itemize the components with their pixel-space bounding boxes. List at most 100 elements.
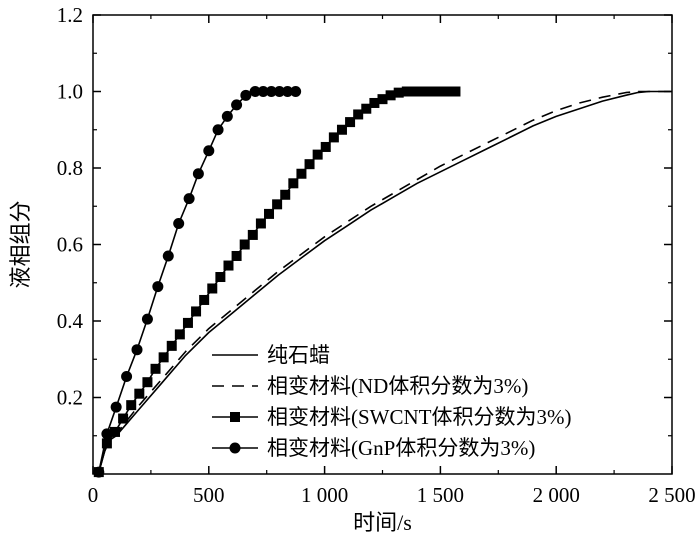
square-marker bbox=[158, 352, 169, 363]
square-marker bbox=[223, 260, 234, 271]
series-1 bbox=[98, 90, 672, 473]
circle-marker bbox=[203, 145, 215, 157]
series-line bbox=[98, 90, 672, 473]
circle-marker bbox=[273, 86, 285, 97]
y-tick-label: 0.8 bbox=[57, 156, 83, 180]
series-layer bbox=[93, 86, 672, 478]
square-marker bbox=[272, 199, 283, 210]
square-marker bbox=[166, 340, 177, 351]
y-tick-label: 1.0 bbox=[57, 80, 83, 104]
square-marker bbox=[215, 272, 226, 283]
circle-marker bbox=[257, 86, 269, 97]
circle-marker bbox=[152, 281, 164, 293]
square-marker bbox=[118, 413, 129, 424]
square-marker bbox=[328, 132, 339, 143]
square-marker bbox=[191, 306, 202, 317]
legend-item: 相变材料(ND体积分数为3%) bbox=[212, 374, 528, 398]
circle-marker bbox=[101, 428, 113, 440]
circle-marker bbox=[212, 124, 224, 136]
square-marker bbox=[247, 229, 258, 240]
square-marker bbox=[385, 90, 396, 101]
square-marker bbox=[207, 283, 218, 294]
square-marker bbox=[150, 363, 161, 374]
circle-marker bbox=[249, 86, 261, 97]
x-tick-label: 2 000 bbox=[533, 483, 580, 507]
circle-marker bbox=[231, 99, 243, 111]
square-marker bbox=[393, 87, 404, 98]
square-marker bbox=[434, 86, 445, 97]
circle-marker bbox=[93, 466, 105, 478]
square-marker bbox=[230, 412, 240, 422]
circle-marker bbox=[229, 442, 241, 454]
square-marker bbox=[377, 94, 388, 105]
square-marker bbox=[401, 86, 412, 97]
circle-marker bbox=[265, 86, 277, 97]
square-marker bbox=[369, 97, 380, 108]
square-marker bbox=[418, 86, 429, 97]
legend-label: 相变材料(GnP体积分数为3%) bbox=[267, 436, 535, 460]
square-marker bbox=[312, 149, 323, 160]
square-marker bbox=[110, 426, 121, 437]
legend-label: 相变材料(SWCNT体积分数为3%) bbox=[267, 405, 571, 429]
square-marker bbox=[345, 117, 356, 128]
square-marker bbox=[264, 208, 275, 219]
circle-marker bbox=[131, 344, 143, 356]
square-marker bbox=[361, 103, 372, 114]
square-marker bbox=[134, 388, 145, 399]
circle-marker bbox=[121, 370, 133, 382]
legend-label: 相变材料(ND体积分数为3%) bbox=[267, 374, 528, 398]
x-tick-label: 0 bbox=[88, 483, 99, 507]
circle-marker bbox=[290, 86, 302, 97]
square-marker bbox=[142, 377, 153, 388]
square-marker bbox=[304, 159, 315, 170]
square-marker bbox=[442, 86, 453, 97]
square-marker bbox=[239, 239, 250, 250]
series-line bbox=[98, 90, 672, 473]
circle-marker bbox=[162, 250, 174, 262]
legend-item: 相变材料(GnP体积分数为3%) bbox=[212, 436, 535, 460]
y-tick-label: 0.6 bbox=[57, 233, 83, 257]
square-marker bbox=[280, 189, 291, 200]
square-marker bbox=[174, 329, 185, 340]
x-axis-label: 时间/s bbox=[353, 510, 412, 535]
circle-marker bbox=[173, 217, 185, 229]
circle-marker bbox=[282, 86, 294, 97]
y-tick-label: 0.4 bbox=[57, 309, 84, 333]
square-marker bbox=[320, 141, 331, 152]
square-marker bbox=[450, 86, 461, 97]
series-4 bbox=[93, 86, 302, 478]
y-tick-label: 1.2 bbox=[57, 3, 83, 27]
circle-marker bbox=[192, 168, 204, 180]
square-marker bbox=[231, 250, 242, 261]
x-tick-label: 1 500 bbox=[417, 483, 464, 507]
legend-label: 纯石蜡 bbox=[267, 343, 330, 367]
square-marker bbox=[288, 178, 299, 189]
square-marker bbox=[101, 438, 112, 449]
y-axis-label: 液相组分 bbox=[8, 200, 33, 288]
legend-item: 纯石蜡 bbox=[212, 343, 330, 367]
circle-marker bbox=[240, 89, 252, 101]
square-marker bbox=[426, 86, 437, 97]
circle-marker bbox=[141, 313, 153, 325]
circle-marker bbox=[221, 110, 233, 122]
square-marker bbox=[199, 294, 210, 305]
square-marker bbox=[255, 218, 266, 229]
circle-marker bbox=[110, 401, 122, 413]
circle-marker bbox=[183, 193, 195, 205]
square-marker bbox=[296, 168, 307, 179]
x-tick-label: 500 bbox=[193, 483, 225, 507]
legend-item: 相变材料(SWCNT体积分数为3%) bbox=[212, 405, 571, 429]
square-marker bbox=[182, 317, 193, 328]
square-marker bbox=[336, 124, 347, 135]
square-marker bbox=[409, 86, 420, 97]
square-marker bbox=[126, 400, 137, 411]
x-tick-label: 2 500 bbox=[648, 483, 695, 507]
x-tick-label: 1 000 bbox=[301, 483, 348, 507]
square-marker bbox=[353, 109, 364, 120]
axes: 0 500 1 000 1 500 2 000 2 500 0.2 0.4 0.6 0.8 1.0 1… bbox=[57, 3, 696, 507]
y-tick-label: 0.2 bbox=[57, 386, 83, 410]
series-2 bbox=[98, 90, 672, 473]
